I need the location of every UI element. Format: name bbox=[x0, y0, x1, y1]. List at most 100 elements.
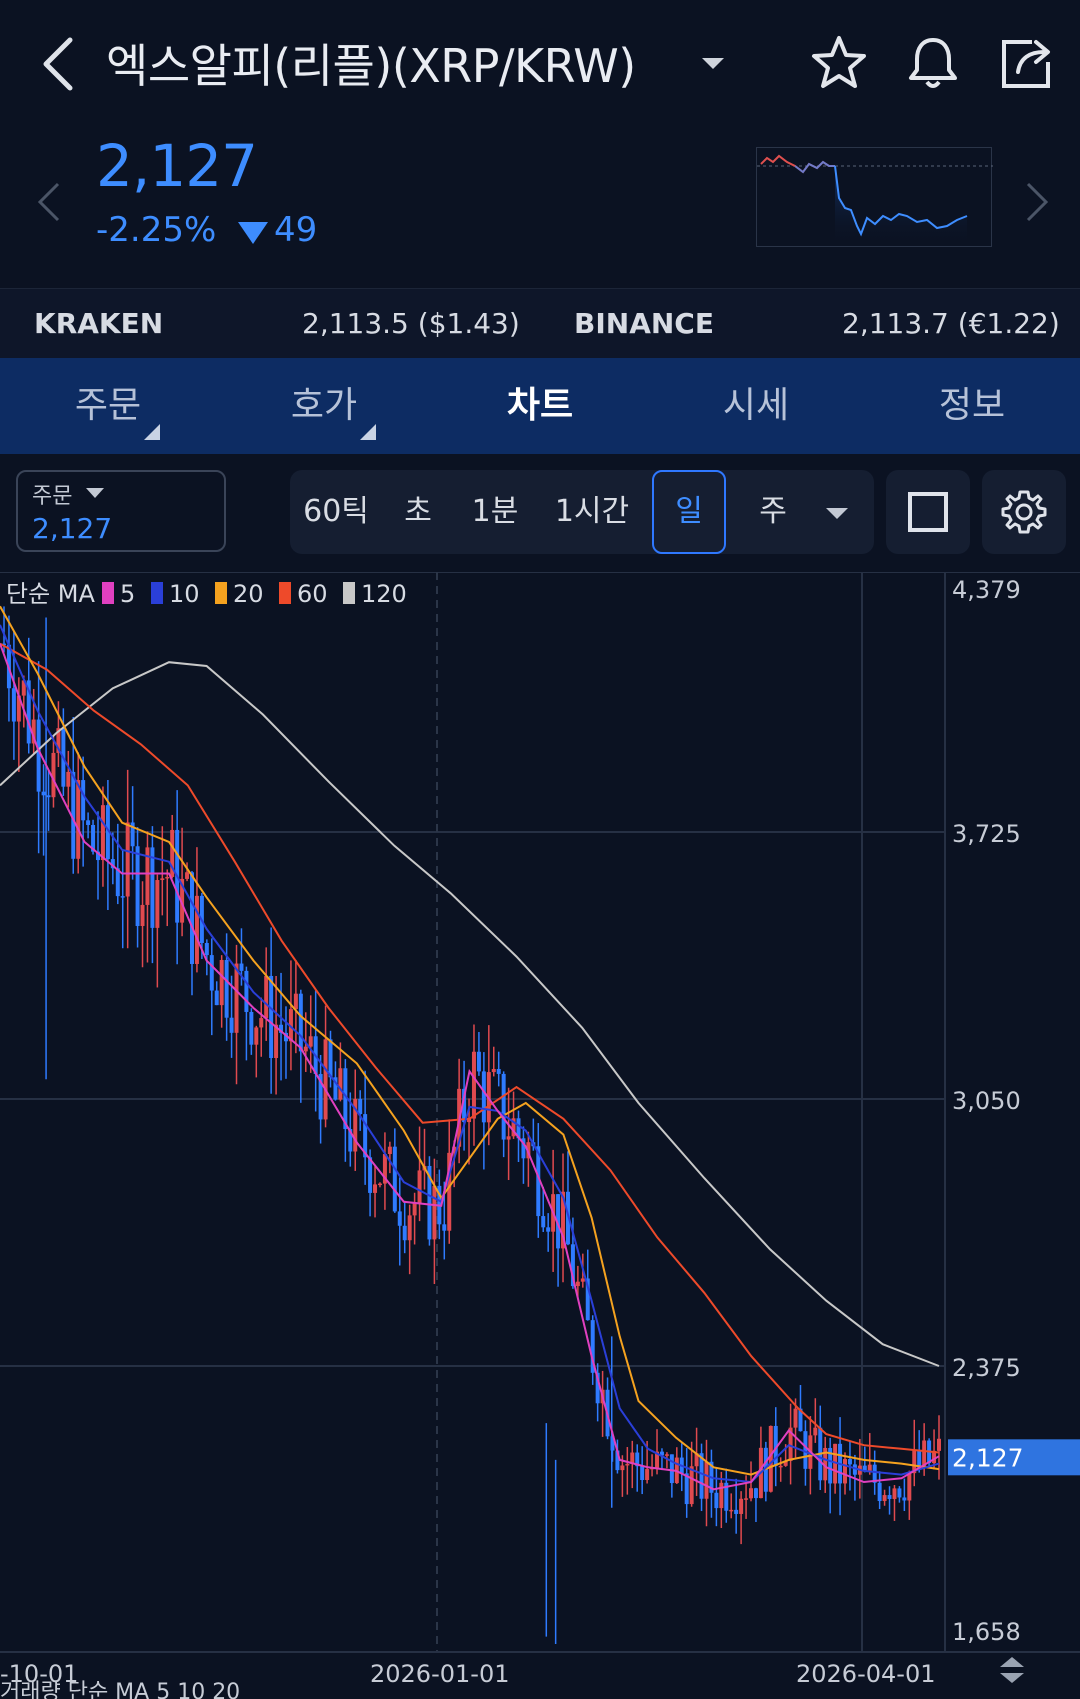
next-arrow-icon[interactable] bbox=[1022, 180, 1052, 224]
interval-day[interactable]: 일 bbox=[652, 470, 726, 554]
change-amount: 49 bbox=[274, 210, 318, 250]
corner-triangle-icon bbox=[144, 424, 160, 440]
candle-body bbox=[788, 1427, 793, 1461]
candle-body bbox=[773, 1425, 778, 1466]
chart-toolbar: 주문 2,127 60틱 초 1분 1시간 일 주 bbox=[0, 454, 1080, 572]
candle-body bbox=[155, 880, 160, 928]
candle-body bbox=[664, 1454, 669, 1456]
price-chart[interactable]: 4,379 3,725 3,050 2,375 1,658 2,127 -10-01 2026… bbox=[0, 572, 1080, 1699]
candle-body bbox=[110, 859, 115, 869]
ma-legend-swatch bbox=[151, 582, 163, 604]
candle-body bbox=[368, 1157, 373, 1193]
candle-body bbox=[803, 1431, 808, 1469]
tab-chart[interactable]: 차트 bbox=[506, 385, 574, 426]
candle-body bbox=[620, 1465, 625, 1471]
bell-icon[interactable] bbox=[902, 32, 964, 94]
interval-second[interactable]: 초 bbox=[404, 494, 432, 529]
interval-week[interactable]: 주 bbox=[759, 494, 787, 529]
order-price-button[interactable]: 주문 2,127 bbox=[16, 470, 226, 552]
candle-body bbox=[204, 942, 209, 956]
mini-price-chart[interactable] bbox=[756, 147, 993, 248]
share-icon[interactable] bbox=[996, 32, 1058, 94]
interval-1min[interactable]: 1분 bbox=[471, 494, 519, 529]
candle-body bbox=[684, 1473, 689, 1505]
candle-body bbox=[823, 1447, 828, 1481]
corner-triangle-icon bbox=[360, 424, 376, 440]
scroll-down-icon bbox=[1000, 1673, 1024, 1683]
candle-body bbox=[407, 1215, 412, 1241]
candle-body bbox=[373, 1184, 378, 1193]
candle-body bbox=[219, 959, 224, 1006]
current-price-tag bbox=[948, 1439, 1080, 1476]
candle-body bbox=[506, 1136, 511, 1140]
interval-60tick[interactable]: 60틱 bbox=[303, 494, 369, 529]
interval-more-caret-icon[interactable] bbox=[826, 508, 848, 519]
star-icon[interactable] bbox=[808, 32, 870, 94]
candle-body bbox=[912, 1450, 917, 1474]
candle-body bbox=[625, 1463, 630, 1466]
candle-body bbox=[699, 1453, 704, 1499]
ma60-line bbox=[0, 642, 940, 1454]
interval-1hour[interactable]: 1시간 bbox=[554, 494, 630, 529]
candle-body bbox=[907, 1473, 912, 1501]
candle-body bbox=[239, 963, 244, 971]
candle-body bbox=[254, 1027, 259, 1045]
candle-body bbox=[189, 872, 194, 964]
candle-body bbox=[353, 1098, 358, 1152]
tab-info[interactable]: 정보 bbox=[938, 385, 1006, 426]
candle-body bbox=[333, 1077, 338, 1100]
candle-body bbox=[31, 719, 36, 744]
page-title[interactable]: 엑스알피(리플)(XRP/KRW) bbox=[106, 39, 636, 93]
candle-body bbox=[511, 1118, 516, 1137]
candle-body bbox=[635, 1452, 640, 1467]
candle-body bbox=[659, 1451, 664, 1456]
candle-body bbox=[783, 1460, 788, 1466]
candle-body bbox=[46, 795, 51, 798]
candle-body bbox=[130, 822, 135, 847]
candlestick-chart[interactable]: 4,379 3,725 3,050 2,375 1,658 2,127 -10-01 2026… bbox=[0, 572, 1080, 1699]
settings-button[interactable] bbox=[982, 470, 1066, 554]
candle-body bbox=[501, 1073, 506, 1140]
candle-body bbox=[308, 1036, 313, 1047]
candle-body bbox=[234, 963, 239, 1033]
candle-body bbox=[402, 1225, 407, 1241]
candle-body bbox=[71, 771, 76, 859]
candle-body bbox=[590, 1320, 595, 1373]
candle-body bbox=[358, 1098, 363, 1115]
tab-quotes[interactable]: 시세 bbox=[722, 385, 790, 426]
candle-body bbox=[689, 1466, 694, 1505]
candle-body bbox=[521, 1138, 526, 1159]
gear-icon bbox=[1001, 490, 1047, 534]
back-chevron-icon[interactable] bbox=[34, 34, 84, 94]
ma-legend-swatch bbox=[343, 582, 355, 604]
candle-body bbox=[269, 975, 274, 1059]
candle-body bbox=[447, 1152, 452, 1231]
tab-bar: 주문 호가 차트 시세 정보 bbox=[0, 358, 1080, 454]
candle-body bbox=[867, 1464, 872, 1472]
fullscreen-button[interactable] bbox=[886, 470, 970, 554]
ma-legend-label: 5 bbox=[120, 580, 135, 608]
candle-body bbox=[135, 846, 140, 927]
candle-body bbox=[580, 1278, 585, 1282]
candle-body bbox=[165, 876, 170, 879]
y-tick-label: 1,658 bbox=[952, 1618, 1021, 1646]
candle-body bbox=[76, 780, 81, 859]
candle-body bbox=[160, 878, 165, 881]
exchange-price: 2,113.5 ($1.43) bbox=[302, 307, 520, 340]
candle-body bbox=[100, 805, 105, 861]
candle-body bbox=[56, 728, 61, 753]
x-tick-label: 2026-01-01 bbox=[370, 1660, 509, 1688]
candle-body bbox=[749, 1488, 754, 1499]
candle-body bbox=[714, 1492, 719, 1509]
caret-down-icon[interactable] bbox=[702, 58, 724, 69]
prev-arrow-icon[interactable] bbox=[34, 180, 64, 224]
candle-body bbox=[615, 1450, 620, 1471]
tab-order[interactable]: 주문 bbox=[74, 385, 142, 426]
ma120-line bbox=[0, 661, 940, 1367]
tab-orderbook[interactable]: 호가 bbox=[290, 385, 358, 426]
candle-body bbox=[734, 1509, 739, 1514]
candle-body bbox=[922, 1440, 927, 1468]
candle-body bbox=[798, 1408, 803, 1432]
square-icon bbox=[908, 492, 948, 532]
candle-body bbox=[323, 1039, 328, 1120]
